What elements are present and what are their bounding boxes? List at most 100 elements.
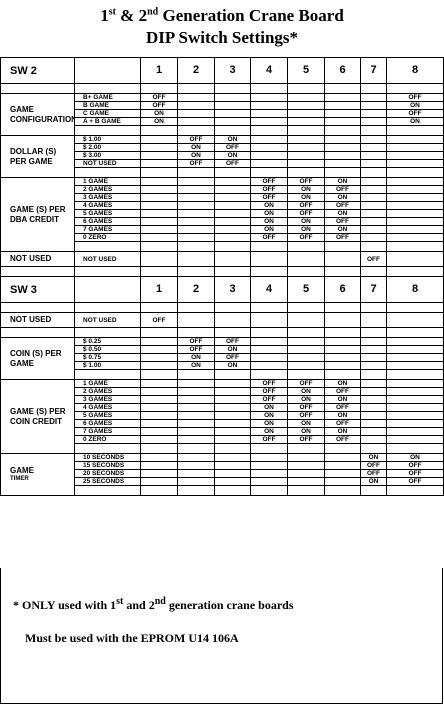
switch-value: OFF: [360, 469, 387, 478]
eprom-note: Must be used with the EPROM U14 106A: [25, 631, 239, 645]
switch-value: [177, 403, 215, 412]
switch-value: [360, 151, 387, 160]
coins-per-game-row: COIN (S) PER GAME $ 0.25 OFF OFF: [0, 337, 444, 380]
empty-cell: [214, 369, 251, 380]
switch-value: [287, 469, 325, 478]
game-configuration-row: GAME CONFIGURATION B+ GAME OFF OFF: [0, 93, 444, 136]
switch-value: [250, 117, 288, 126]
dollar-per-game-row: $ 2.00 ON OFF: [1, 143, 444, 152]
switch-value: [140, 209, 178, 218]
switch-value: OFF: [177, 337, 215, 346]
switch-value: [177, 177, 215, 186]
switch-value: ON: [214, 135, 251, 144]
option-label: 5 GAMES: [74, 209, 141, 218]
option-label: 4 GAMES: [74, 201, 141, 210]
switch-value: [214, 312, 251, 328]
switch-value: [360, 395, 387, 404]
option-label: $ 1.00: [74, 135, 141, 144]
switch-value: [360, 419, 387, 428]
empty-cell: [324, 443, 361, 454]
empty-cell: [324, 302, 361, 313]
game-timer-label-line-2: TIMER: [10, 475, 29, 482]
empty-cell: [74, 443, 141, 454]
switch-value: ON: [250, 419, 288, 428]
switch-value: [250, 453, 288, 462]
empty-cell: [214, 327, 251, 338]
coins-per-game-label: COIN (S) PER GAME: [0, 337, 75, 380]
switch-value: [177, 453, 215, 462]
switch-value: ON: [214, 345, 251, 354]
switch-value: [177, 201, 215, 210]
empty-cell: [74, 241, 141, 252]
switch-value: ON: [250, 201, 288, 210]
switch-number: 5: [287, 57, 325, 84]
option-label: 4 GAMES: [74, 403, 141, 412]
switch-value: [324, 461, 361, 470]
switch-value: [360, 209, 387, 218]
switch-value: [324, 345, 361, 354]
empty-cell: [360, 443, 387, 454]
empty-cell: [324, 369, 361, 380]
dollar-per-game-row: DOLLAR (S) PER GAME $ 1.00 OFF ON: [0, 135, 444, 178]
switch-value: [360, 353, 387, 362]
switch-value: [250, 143, 288, 152]
switch-value: [386, 177, 444, 186]
dollar-per-game-label: DOLLAR (S) PER GAME: [0, 135, 75, 178]
switch-value: [214, 193, 251, 202]
switch-number: 7: [360, 57, 387, 84]
switch-value: ON: [324, 193, 361, 202]
option-label: 0 ZERO: [74, 233, 141, 242]
empty-cell: [250, 167, 288, 178]
dollar-per-game-label-line-1: DOLLAR (S): [10, 146, 57, 156]
dollar-per-game-label-line-2: PER GAME: [10, 156, 53, 166]
empty-cell: [140, 327, 178, 338]
switch-value: OFF: [287, 379, 325, 388]
switch-value: [386, 151, 444, 160]
switch-value: [360, 435, 387, 444]
sw3-not-used-label: NOT USED: [0, 312, 75, 328]
game-configuration-row: B GAME OFF ON: [1, 101, 444, 110]
switch-value: ON: [287, 225, 325, 234]
switch-value: [177, 93, 215, 102]
switch-value: ON: [177, 151, 215, 160]
spacer-row: [1, 485, 444, 496]
switch-value: [386, 361, 444, 370]
switch-value: ON: [287, 193, 325, 202]
switch-value: [140, 143, 178, 152]
switch-value: OFF: [214, 337, 251, 346]
switch-value: [214, 427, 251, 436]
option-label: NOT USED: [74, 159, 141, 168]
switch-value: OFF: [287, 177, 325, 186]
switch-value: [177, 427, 215, 436]
switch-value: [177, 233, 215, 242]
empty-cell: [250, 443, 288, 454]
switch-value: [177, 435, 215, 444]
switch-value: [140, 403, 178, 412]
switch-value: [177, 312, 215, 328]
switch-value: [287, 361, 325, 370]
switch-value: [360, 387, 387, 396]
switch-value: [360, 225, 387, 234]
switch-value: OFF: [140, 93, 178, 102]
switch-value: [386, 379, 444, 388]
empty-cell: [74, 125, 141, 136]
switch-number: 3: [214, 57, 251, 84]
empty-cell: [324, 485, 361, 496]
switch-number: 1: [140, 57, 178, 84]
switch-value: ON: [214, 361, 251, 370]
empty-cell: [287, 125, 325, 136]
switch-value: [177, 117, 215, 126]
switch-value: [386, 403, 444, 412]
switch-value: [214, 251, 251, 267]
option-label: B GAME: [74, 101, 141, 110]
empty-cell: [74, 266, 141, 277]
option-label: 0 ZERO: [74, 435, 141, 444]
empty-cell: [386, 485, 444, 496]
switch-value: [177, 185, 215, 194]
dip-switch-table: SW 2 1 2 3 4 5 6 7 8 GAME CONFIGURATION B+ GAME OFF O…: [0, 57, 444, 496]
games-per-coin-credit-label: GAME (S) PER COIN CREDIT: [0, 379, 75, 454]
switch-value: [140, 469, 178, 478]
game-timer-row: 20 SECONDS OFF OFF: [1, 469, 444, 478]
option-label: 7 GAMES: [74, 225, 141, 234]
